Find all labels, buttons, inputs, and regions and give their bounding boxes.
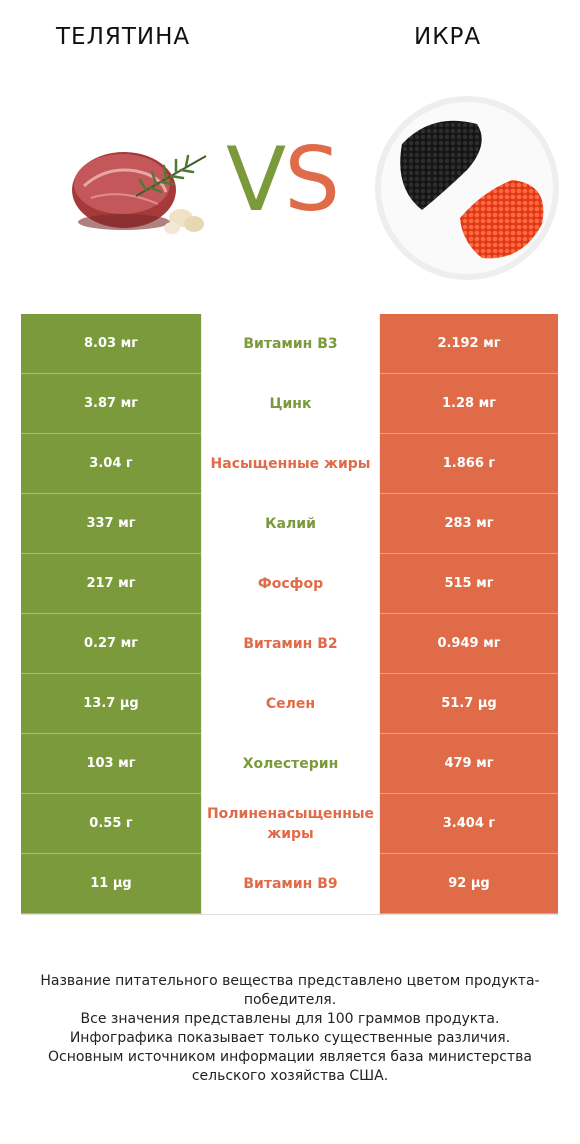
footer-line-2: Все значения представлены для 100 граммо…	[80, 1011, 500, 1027]
nutrient-name: Витамин B3	[201, 314, 380, 374]
left-value: 8.03 мг	[21, 314, 201, 374]
table-row: 0.27 мг Витамин B2 0.949 мг	[21, 614, 558, 674]
right-value: 0.949 мг	[380, 614, 558, 674]
table-row: 3.87 мг Цинк 1.28 мг	[21, 374, 558, 434]
left-value: 0.55 г	[21, 794, 201, 854]
right-value: 92 µg	[380, 854, 558, 914]
right-value: 51.7 µg	[380, 674, 558, 734]
nutrient-name: Насыщенные жиры	[201, 434, 380, 494]
footer-line-4: Основным источником информации является …	[48, 1049, 532, 1084]
footer-notes: Название питательного вещества представл…	[20, 972, 560, 1086]
vs-s-letter: S	[284, 128, 340, 231]
right-value: 283 мг	[380, 494, 558, 554]
table-row: 13.7 µg Селен 51.7 µg	[21, 674, 558, 734]
veal-image	[72, 152, 207, 234]
right-value: 515 мг	[380, 554, 558, 614]
left-value: 103 мг	[21, 734, 201, 794]
left-value: 0.27 мг	[21, 614, 201, 674]
table-row: 3.04 г Насыщенные жиры 1.866 г	[21, 434, 558, 494]
table-row: 337 мг Калий 283 мг	[21, 494, 558, 554]
table-row: 0.55 г Полиненасыщенные жиры 3.404 г	[21, 794, 558, 854]
nutrient-name: Витамин B2	[201, 614, 380, 674]
footer-line-3: Инфографика показывает только существенн…	[69, 1030, 511, 1046]
left-product-title: ТЕЛЯТИНА	[56, 24, 191, 50]
nutrient-name: Селен	[201, 674, 380, 734]
right-value: 2.192 мг	[380, 314, 558, 374]
caviar-image	[375, 96, 559, 280]
table-row: 11 µg Витамин B9 92 µg	[21, 854, 558, 914]
left-value: 217 мг	[21, 554, 201, 614]
vs-v-letter: V	[226, 128, 286, 231]
right-product-title: ИКРА	[414, 24, 482, 50]
table-row: 217 мг Фосфор 515 мг	[21, 554, 558, 614]
table-row: 8.03 мг Витамин B3 2.192 мг	[21, 314, 558, 374]
right-value: 1.866 г	[380, 434, 558, 494]
right-value: 1.28 мг	[380, 374, 558, 434]
right-value: 479 мг	[380, 734, 558, 794]
nutrient-name: Холестерин	[201, 734, 380, 794]
nutrient-name: Цинк	[201, 374, 380, 434]
right-value: 3.404 г	[380, 794, 558, 854]
nutrient-name: Витамин B9	[201, 854, 380, 914]
left-value: 11 µg	[21, 854, 201, 914]
footer-line-1: Название питательного вещества представл…	[40, 973, 540, 1008]
nutrient-name: Полиненасыщенные жиры	[201, 794, 380, 854]
left-value: 337 мг	[21, 494, 201, 554]
left-value: 3.04 г	[21, 434, 201, 494]
nutrient-name: Фосфор	[201, 554, 380, 614]
left-value: 13.7 µg	[21, 674, 201, 734]
left-value: 3.87 мг	[21, 374, 201, 434]
comparison-table: 8.03 мг Витамин B3 2.192 мг 3.87 мг Цинк 1.28…	[21, 314, 558, 915]
table-row: 103 мг Холестерин 479 мг	[21, 734, 558, 794]
nutrient-name: Калий	[201, 494, 380, 554]
vs-label: VS	[226, 136, 340, 224]
